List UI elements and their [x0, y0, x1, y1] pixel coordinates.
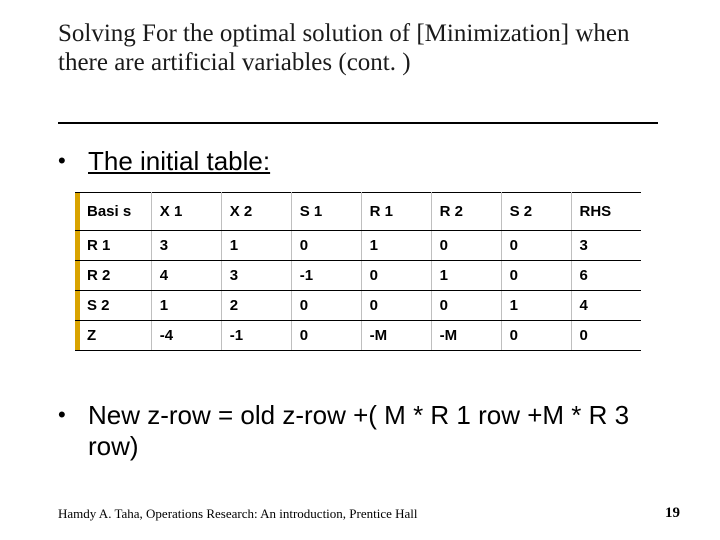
cell: 0: [291, 231, 361, 261]
cell: 3: [221, 261, 291, 291]
page-number: 19: [665, 505, 680, 522]
cell: 1: [501, 291, 571, 321]
cell: 2: [221, 291, 291, 321]
cell: 0: [431, 291, 501, 321]
cell: 0: [501, 231, 571, 261]
col-header-x1: X 1: [151, 193, 221, 231]
simplex-table: Basi s X 1 X 2 S 1 R 1 R 2 S 2 RHS R 1 3…: [75, 192, 641, 351]
simplex-table-wrap: Basi s X 1 X 2 S 1 R 1 R 2 S 2 RHS R 1 3…: [75, 192, 641, 351]
footer-citation: Hamdy A. Taha, Operations Research: An i…: [58, 506, 418, 522]
cell: -1: [291, 261, 361, 291]
cell: 0: [291, 291, 361, 321]
table-row: R 1 3 1 0 1 0 0 3: [75, 231, 641, 261]
cell: 1: [361, 231, 431, 261]
cell: 1: [221, 231, 291, 261]
col-header-rhs: RHS: [571, 193, 641, 231]
cell: 0: [571, 321, 641, 351]
cell: 1: [431, 261, 501, 291]
bullet-zrow-text: New z-row = old z-row +( M * R 1 row +M …: [88, 400, 658, 462]
cell: -4: [151, 321, 221, 351]
table-header-row: Basi s X 1 X 2 S 1 R 1 R 2 S 2 RHS: [75, 193, 641, 231]
cell: 0: [501, 261, 571, 291]
cell: 4: [151, 261, 221, 291]
cell: 0: [291, 321, 361, 351]
bullet-zrow: • New z-row = old z-row +( M * R 1 row +…: [58, 400, 658, 462]
cell: -M: [361, 321, 431, 351]
cell: 0: [431, 231, 501, 261]
bullet-initial-text: The initial table:: [88, 146, 270, 176]
cell: 1: [151, 291, 221, 321]
cell: 3: [571, 231, 641, 261]
cell: -M: [431, 321, 501, 351]
cell: Z: [75, 321, 151, 351]
cell: 6: [571, 261, 641, 291]
slide-title: Solving For the optimal solution of [Min…: [58, 20, 658, 78]
cell: -1: [221, 321, 291, 351]
table-row: R 2 4 3 -1 0 1 0 6: [75, 261, 641, 291]
col-header-basis: Basi s: [75, 193, 151, 231]
col-header-x2: X 2: [221, 193, 291, 231]
col-header-r1: R 1: [361, 193, 431, 231]
cell: 0: [501, 321, 571, 351]
cell: 4: [571, 291, 641, 321]
col-header-s1: S 1: [291, 193, 361, 231]
bullet-initial-table: • The initial table:: [58, 146, 658, 177]
cell: R 1: [75, 231, 151, 261]
table-row: S 2 1 2 0 0 0 1 4: [75, 291, 641, 321]
title-underline: [58, 122, 658, 124]
cell: 0: [361, 261, 431, 291]
bullet-dot-icon: •: [58, 402, 66, 428]
cell: 0: [361, 291, 431, 321]
table-row: Z -4 -1 0 -M -M 0 0: [75, 321, 641, 351]
cell: S 2: [75, 291, 151, 321]
col-header-s2: S 2: [501, 193, 571, 231]
slide: Solving For the optimal solution of [Min…: [0, 0, 720, 540]
cell: R 2: [75, 261, 151, 291]
col-header-r2: R 2: [431, 193, 501, 231]
bullet-dot-icon: •: [58, 148, 66, 174]
cell: 3: [151, 231, 221, 261]
